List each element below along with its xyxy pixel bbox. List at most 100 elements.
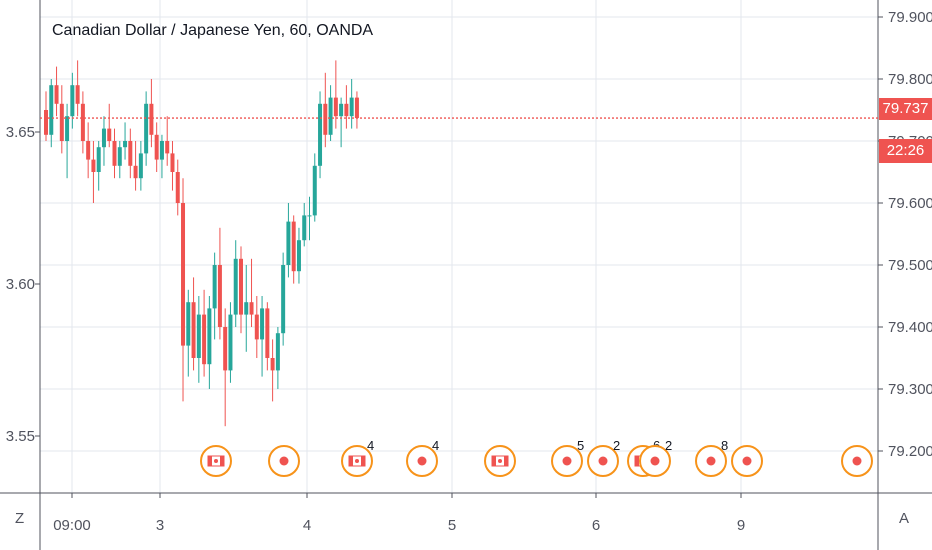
last-price-badge: 79.737 [879, 98, 932, 120]
event-dot-icon [852, 456, 862, 466]
candle-body [96, 147, 101, 172]
event-count: 4 [432, 438, 439, 453]
canada-flag-icon [207, 455, 225, 467]
event-marker[interactable]: 2 [587, 438, 620, 477]
event-count: 4 [367, 438, 374, 453]
flag-leaf [498, 459, 502, 463]
flag-right-band [220, 456, 224, 466]
flag-right-band [504, 456, 508, 466]
candle-body [75, 85, 80, 104]
candle-body [54, 85, 59, 104]
candle-body [328, 97, 333, 135]
event-dot-icon [742, 456, 752, 466]
candle-body [302, 215, 307, 241]
flag-left-band [349, 456, 353, 466]
event-count: 8 [721, 438, 728, 453]
candle-body [49, 85, 54, 135]
candle-body [333, 97, 338, 117]
event-dot-icon [279, 456, 289, 466]
time-axis-label: 3 [156, 517, 164, 534]
candle-body [286, 221, 291, 265]
time-axis-label: 6 [592, 517, 600, 534]
time-axis-label: 5 [448, 517, 456, 534]
event-marker[interactable] [268, 445, 300, 477]
time-axis-label: 09:00 [53, 517, 91, 534]
candle-body [196, 314, 201, 358]
candle-body [128, 141, 133, 166]
flag-left-band [635, 456, 639, 466]
candle-body [144, 103, 149, 154]
left-axis-label: 3.55 [6, 428, 35, 445]
left-scale-toggle-button[interactable]: Z [15, 510, 25, 527]
right-axis-label: 79.900 [888, 9, 932, 26]
candle-body [186, 302, 191, 346]
time-axis-label: 9 [737, 517, 745, 534]
candle-body [70, 85, 75, 117]
event-dot-icon [706, 456, 716, 466]
candle-body [154, 134, 159, 160]
canada-flag-icon [348, 455, 366, 467]
candle-body [212, 265, 217, 309]
candle-body [133, 165, 138, 179]
candle-body [254, 314, 259, 340]
candle-body [344, 103, 349, 117]
candle-body [165, 141, 170, 154]
left-axis-label: 3.60 [6, 276, 35, 293]
event-marker[interactable]: 4 [341, 438, 374, 477]
time-axis-label: 4 [303, 517, 311, 534]
event-marker[interactable]: 2 [639, 438, 672, 477]
event-count: 2 [613, 438, 620, 453]
candle-body [349, 97, 354, 117]
candle-body [101, 128, 106, 148]
flag-left-band [208, 456, 212, 466]
event-marker[interactable]: 4 [406, 438, 439, 477]
candle-body [312, 165, 317, 216]
candle-body [238, 258, 243, 315]
candle-body [112, 141, 117, 166]
candle-body [270, 358, 275, 371]
candle-body [265, 308, 270, 358]
left-axis-label: 3.65 [6, 124, 35, 141]
flag-leaf [355, 459, 359, 463]
event-dot-icon [417, 456, 427, 466]
candle-body [296, 240, 301, 272]
event-marker[interactable] [841, 445, 873, 477]
candle-body [170, 153, 175, 172]
event-marker[interactable]: 8 [695, 438, 728, 477]
event-marker[interactable] [484, 445, 516, 477]
flag-leaf [214, 459, 218, 463]
event-count: 2 [665, 438, 672, 453]
candle-body [281, 265, 286, 334]
candle-body [181, 203, 186, 346]
event-dot-icon [562, 456, 572, 466]
flag-left-band [492, 456, 496, 466]
candle-body [91, 159, 96, 172]
candle-body [275, 333, 280, 371]
bar-countdown-badge: 22:26 [879, 139, 932, 163]
candle-body [123, 141, 128, 148]
candle-body [318, 103, 323, 166]
event-dot-icon [650, 456, 660, 466]
auto-scale-button[interactable]: A [899, 510, 910, 527]
right-axis-label: 79.600 [888, 195, 932, 212]
candle-body [323, 103, 328, 135]
event-marker[interactable] [200, 445, 232, 477]
candle-body [107, 128, 112, 141]
candle-body [59, 103, 64, 141]
event-marker[interactable]: 5 [551, 438, 584, 477]
canada-flag-icon [491, 455, 509, 467]
candle-body [86, 141, 91, 160]
candle-body [149, 103, 154, 135]
candle-body [202, 314, 207, 365]
candle-body [223, 327, 228, 371]
event-marker[interactable] [731, 445, 763, 477]
right-axis-label: 79.400 [888, 319, 932, 336]
candle-body [228, 314, 233, 371]
candle-body [65, 116, 70, 141]
candle-body [260, 308, 265, 340]
candle-body [307, 215, 312, 217]
candle-body [249, 302, 254, 315]
symbol-title: Canadian Dollar / Japanese Yen, 60, OAND… [52, 22, 374, 39]
candle-body [44, 110, 48, 135]
